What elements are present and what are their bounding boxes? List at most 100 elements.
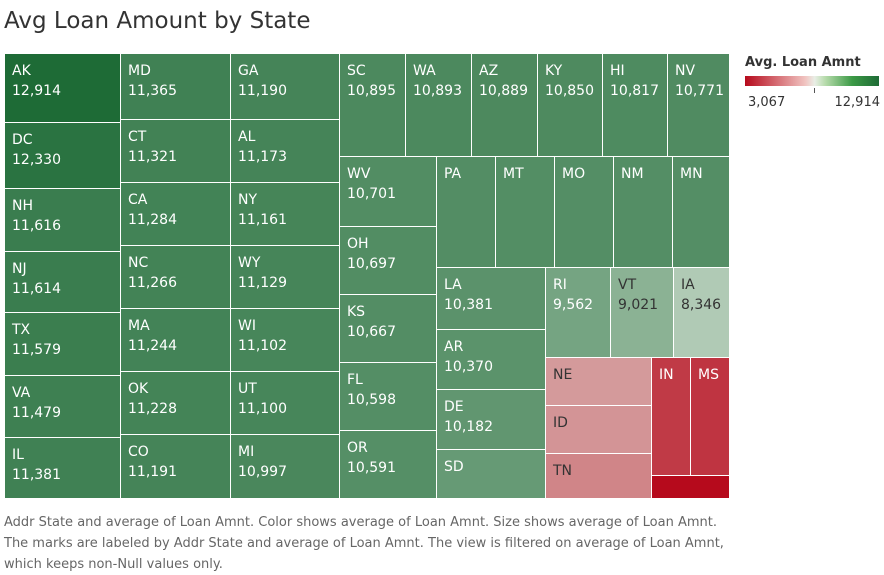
treemap-tile-in[interactable]: IN (652, 358, 691, 476)
treemap-tile-ok[interactable]: OK 11,228 (121, 372, 231, 435)
treemap-tile-or[interactable]: OR 10,591 (340, 431, 437, 499)
value-label: 10,895 (347, 83, 396, 99)
treemap-tile-dc[interactable]: DC 12,330 (5, 123, 121, 189)
tile-label: NJ 11,614 (12, 259, 61, 299)
state-label: FL (347, 372, 363, 388)
state-label: MS (698, 367, 719, 383)
state-label: KS (347, 304, 366, 320)
value-label: 10,771 (675, 83, 724, 99)
tile-label: NM (621, 164, 644, 184)
treemap-tile-az[interactable]: AZ 10,889 (472, 54, 538, 157)
value-label: 12,330 (12, 152, 61, 168)
value-label: 11,381 (12, 467, 61, 483)
treemap-tile-ia[interactable]: IA 8,346 (674, 268, 730, 358)
value-label: 11,100 (238, 401, 287, 417)
treemap-tile-wv[interactable]: WV 10,701 (340, 157, 437, 227)
treemap-tile-nm[interactable]: NM (614, 157, 673, 268)
state-label: NC (128, 255, 149, 271)
tile-label: VT 9,021 (618, 275, 658, 315)
state-label: AR (444, 339, 464, 355)
treemap-tile-va[interactable]: VA 11,479 (5, 376, 121, 438)
treemap-tile-ga[interactable]: GA 11,190 (231, 54, 340, 120)
state-label: CO (128, 444, 149, 460)
treemap-tile-la[interactable]: LA 10,381 (437, 268, 546, 330)
value-label: 11,173 (238, 149, 287, 165)
state-label: TN (553, 463, 573, 479)
value-label: 11,129 (238, 275, 287, 291)
value-label: 11,228 (128, 401, 177, 417)
state-label: LA (444, 277, 462, 293)
value-label: 9,021 (618, 297, 659, 313)
treemap-tile-nj[interactable]: NJ 11,614 (5, 252, 121, 313)
treemap-tile-vt[interactable]: VT 9,021 (611, 268, 674, 358)
treemap-tile-de[interactable]: DE 10,182 (437, 390, 546, 450)
tile-label: DE 10,182 (444, 397, 493, 437)
treemap-tile-tn[interactable]: TN (546, 454, 652, 499)
treemap-tile-oh[interactable]: OH 10,697 (340, 227, 437, 295)
treemap-tile-mi[interactable]: MI 10,997 (231, 435, 340, 499)
treemap-tile-ky[interactable]: KY 10,850 (538, 54, 603, 157)
treemap-tile-ny[interactable]: NY 11,161 (231, 183, 340, 246)
legend-color-ramp (745, 76, 879, 86)
state-label: WV (347, 166, 371, 182)
treemap-tile-mt[interactable]: MT (496, 157, 555, 268)
treemap-tile-ma[interactable]: MA 11,244 (121, 309, 231, 372)
treemap-tile-wa[interactable]: WA 10,893 (406, 54, 472, 157)
tile-label: AR 10,370 (444, 337, 493, 377)
value-label: 10,370 (444, 359, 493, 375)
state-label: VT (618, 277, 637, 293)
value-label: 8,346 (681, 297, 722, 313)
treemap-tile-ri[interactable]: RI 9,562 (546, 268, 611, 358)
treemap-tile-md[interactable]: MD 11,365 (121, 54, 231, 120)
value-label: 10,817 (610, 83, 659, 99)
tile-label: OH 10,697 (347, 234, 396, 274)
treemap-tile-mo[interactable]: MO (555, 157, 614, 268)
treemap-tile-fl[interactable]: FL 10,598 (340, 363, 437, 431)
treemap-tile-wy[interactable]: WY 11,129 (231, 246, 340, 309)
treemap-tile-ca[interactable]: CA 11,284 (121, 183, 231, 246)
state-label: OR (347, 440, 368, 456)
state-label: MO (562, 166, 586, 182)
value-label: 11,244 (128, 338, 177, 354)
treemap-tile-nv[interactable]: NV 10,771 (668, 54, 730, 157)
tile-label: CT 11,321 (128, 127, 177, 167)
treemap-tile-ct[interactable]: CT 11,321 (121, 120, 231, 183)
tile-label: IN (659, 365, 674, 385)
treemap-tile-co[interactable]: CO 11,191 (121, 435, 231, 499)
treemap-tile-unlabeled[interactable] (652, 476, 730, 499)
treemap-tile-mn[interactable]: MN (673, 157, 730, 268)
state-label: IA (681, 277, 695, 293)
treemap-tile-nh[interactable]: NH 11,616 (5, 189, 121, 252)
treemap-tile-id[interactable]: ID (546, 406, 652, 454)
state-label: NM (621, 166, 644, 182)
treemap-tile-sd[interactable]: SD (437, 450, 546, 499)
value-label: 10,667 (347, 324, 396, 340)
state-label: PA (444, 166, 462, 182)
treemap-tile-tx[interactable]: TX 11,579 (5, 313, 121, 376)
treemap-tile-il[interactable]: IL 11,381 (5, 438, 121, 499)
treemap-tile-wi[interactable]: WI 11,102 (231, 309, 340, 372)
value-label: 11,365 (128, 83, 177, 99)
treemap-tile-ut[interactable]: UT 11,100 (231, 372, 340, 435)
treemap-tile-ne[interactable]: NE (546, 358, 652, 406)
treemap-tile-ms[interactable]: MS (691, 358, 730, 476)
state-label: MD (128, 63, 151, 79)
treemap-tile-hi[interactable]: HI 10,817 (603, 54, 668, 157)
treemap-tile-al[interactable]: AL 11,173 (231, 120, 340, 183)
treemap-tile-ak[interactable]: AK 12,914 (5, 54, 121, 123)
state-label: WA (413, 63, 436, 79)
tile-label: UT 11,100 (238, 379, 287, 419)
tile-label: CO 11,191 (128, 442, 177, 482)
state-label: HI (610, 63, 625, 79)
treemap-tile-sc[interactable]: SC 10,895 (340, 54, 406, 157)
state-label: NJ (12, 261, 27, 277)
treemap-tile-nc[interactable]: NC 11,266 (121, 246, 231, 309)
state-label: DC (12, 132, 33, 148)
treemap-tile-ks[interactable]: KS 10,667 (340, 295, 437, 363)
tile-label: PA (444, 164, 461, 184)
treemap-tile-pa[interactable]: PA (437, 157, 496, 268)
tile-label: IL 11,381 (12, 445, 61, 485)
tile-label: OR 10,591 (347, 438, 396, 478)
tile-label: KY 10,850 (545, 61, 594, 101)
treemap-tile-ar[interactable]: AR 10,370 (437, 330, 546, 390)
